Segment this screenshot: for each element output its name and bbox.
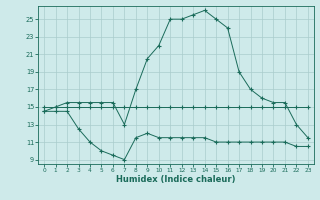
X-axis label: Humidex (Indice chaleur): Humidex (Indice chaleur) — [116, 175, 236, 184]
